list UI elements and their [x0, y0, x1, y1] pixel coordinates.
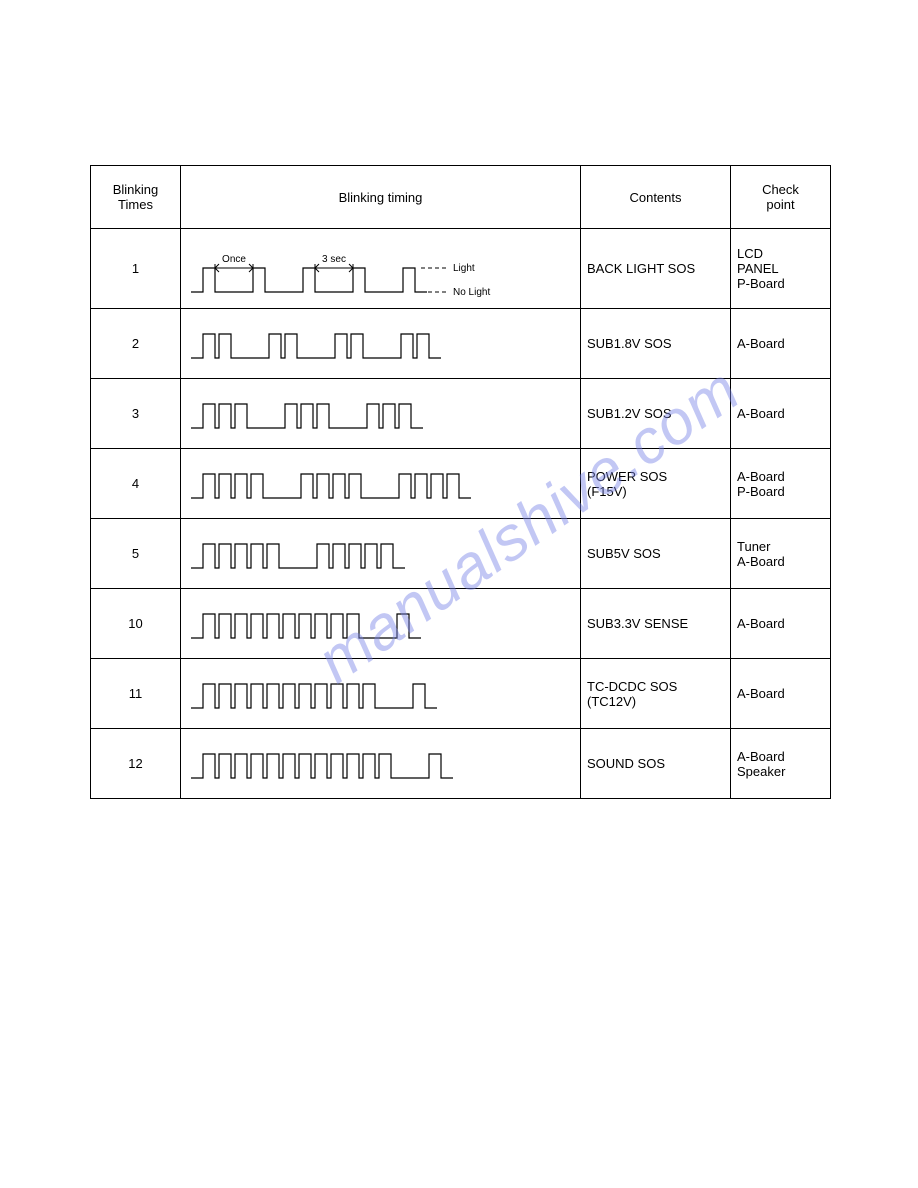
cell-blinking-timing — [181, 659, 581, 729]
cell-check-point: TunerA-Board — [731, 519, 831, 589]
blink-table: Blinking Times Blinking timing Contents … — [90, 165, 831, 799]
cell-contents: SUB1.8V SOS — [581, 309, 731, 379]
table-row: 1 Once 3 sec Light No Light BACK LIGHT SOSLCD… — [91, 229, 831, 309]
table-row: 5 SUB5V SOSTunerA-Board — [91, 519, 831, 589]
cell-blinking-timing: Once 3 sec Light No Light — [181, 229, 581, 309]
cell-contents: SOUND SOS — [581, 729, 731, 799]
timing-waveform: Once 3 sec Light No Light — [187, 240, 567, 298]
cell-contents: BACK LIGHT SOS — [581, 229, 731, 309]
svg-text:Once: Once — [222, 254, 246, 265]
cell-blinking-timing — [181, 729, 581, 799]
cell-blinking-times: 5 — [91, 519, 181, 589]
cell-check-point: A-Board — [731, 309, 831, 379]
hdr-check-point: Checkpoint — [731, 166, 831, 229]
cell-blinking-times: 1 — [91, 229, 181, 309]
cell-contents: TC-DCDC SOS(TC12V) — [581, 659, 731, 729]
cell-check-point: A-BoardSpeaker — [731, 729, 831, 799]
cell-contents: SUB5V SOS — [581, 519, 731, 589]
timing-waveform — [187, 394, 567, 434]
hdr-contents: Contents — [581, 166, 731, 229]
timing-waveform — [187, 464, 567, 504]
cell-blinking-times: 11 — [91, 659, 181, 729]
svg-text:Light: Light — [453, 263, 475, 274]
cell-blinking-times: 10 — [91, 589, 181, 659]
table-row: 2 SUB1.8V SOSA-Board — [91, 309, 831, 379]
svg-text:3 sec: 3 sec — [322, 254, 346, 265]
cell-contents: SUB1.2V SOS — [581, 379, 731, 449]
cell-check-point: LCDPANELP-Board — [731, 229, 831, 309]
svg-text:No Light: No Light — [453, 287, 490, 298]
timing-waveform — [187, 534, 567, 574]
cell-blinking-times: 3 — [91, 379, 181, 449]
cell-check-point: A-Board — [731, 379, 831, 449]
timing-waveform — [187, 674, 567, 714]
cell-blinking-timing — [181, 589, 581, 659]
table-row: 11 TC-DCDC SOS(TC12V)A-Board — [91, 659, 831, 729]
timing-waveform — [187, 324, 567, 364]
table-row: 4 POWER SOS(F15V)A-BoardP-Board — [91, 449, 831, 519]
cell-check-point: A-Board — [731, 589, 831, 659]
cell-check-point: A-Board — [731, 659, 831, 729]
hdr-blinking-times: Blinking Times — [91, 166, 181, 229]
cell-blinking-timing — [181, 379, 581, 449]
cell-contents: SUB3.3V SENSE — [581, 589, 731, 659]
hdr-blinking-timing: Blinking timing — [181, 166, 581, 229]
cell-blinking-timing — [181, 519, 581, 589]
timing-waveform — [187, 744, 567, 784]
table-row: 10 SUB3.3V SENSEA-Board — [91, 589, 831, 659]
timing-waveform — [187, 604, 567, 644]
header-row: Blinking Times Blinking timing Contents … — [91, 166, 831, 229]
table-row: 12 SOUND SOSA-BoardSpeaker — [91, 729, 831, 799]
cell-blinking-times: 12 — [91, 729, 181, 799]
cell-contents: POWER SOS(F15V) — [581, 449, 731, 519]
page: manualshive.com Blinking Times Blinking … — [0, 0, 918, 1188]
cell-blinking-times: 2 — [91, 309, 181, 379]
cell-blinking-times: 4 — [91, 449, 181, 519]
cell-blinking-timing — [181, 449, 581, 519]
cell-blinking-timing — [181, 309, 581, 379]
cell-check-point: A-BoardP-Board — [731, 449, 831, 519]
table-row: 3 SUB1.2V SOSA-Board — [91, 379, 831, 449]
